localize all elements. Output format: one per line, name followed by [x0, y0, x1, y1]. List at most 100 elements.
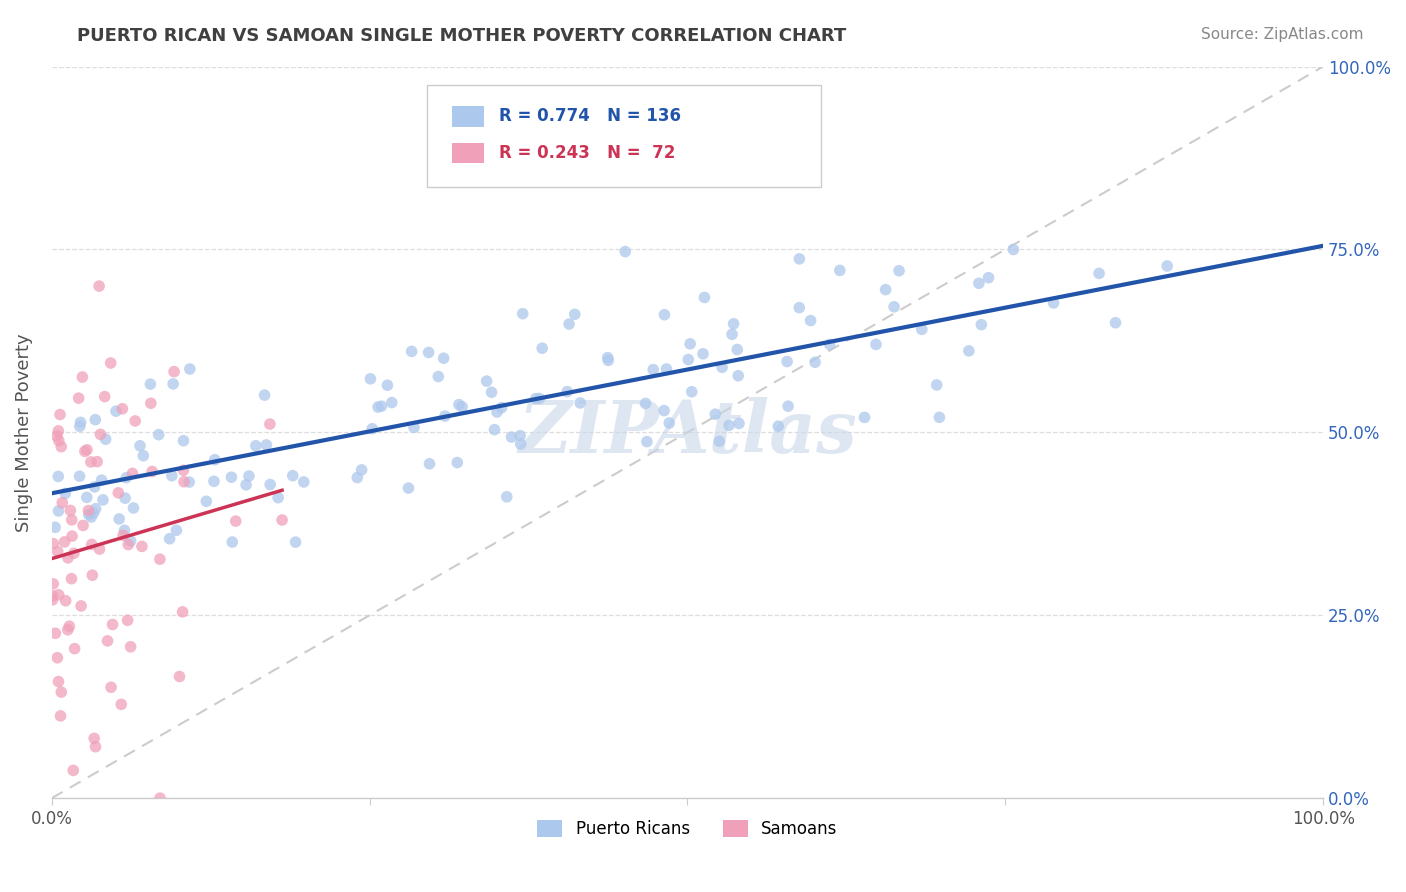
Point [70, 599, 93, 613]
Point [398, 481, 420, 495]
Point [83, 480, 105, 494]
Point [107, 485, 129, 500]
Point [49, 408, 72, 422]
Point [115, 471, 138, 485]
Point [51, 440, 73, 454]
Point [84, 501, 107, 516]
Point [475, 374, 498, 388]
Text: ZIPAtlas: ZIPAtlas [517, 397, 856, 468]
Point [62, 764, 84, 778]
Point [446, 456, 468, 470]
Point [48, 434, 70, 448]
Point [55, 593, 77, 607]
Point [124, 414, 146, 428]
Point [56, 623, 79, 637]
Point [555, 384, 578, 399]
Point [509, 428, 531, 442]
Point [433, 351, 456, 366]
Point [524, 392, 547, 406]
Point [160, 468, 183, 483]
Point [434, 409, 457, 423]
Point [711, 360, 734, 375]
Point [76, 491, 98, 505]
Point [727, 368, 749, 383]
Point [173, 434, 195, 448]
Point [131, 540, 153, 554]
Point [1088, 266, 1111, 280]
Point [709, 434, 731, 449]
Point [41, 593, 63, 607]
Point [120, 640, 142, 654]
Point [491, 401, 513, 415]
Point [284, 535, 307, 549]
Point [804, 355, 827, 369]
Point [53, 535, 76, 549]
Point [132, 449, 155, 463]
Point [569, 396, 592, 410]
Point [73, 444, 96, 458]
Point [51, 496, 73, 510]
Point [693, 290, 716, 304]
Point [1002, 243, 1025, 257]
FancyBboxPatch shape [453, 106, 484, 127]
Point [80, 537, 103, 551]
Point [60, 529, 83, 543]
Point [87, 279, 110, 293]
Point [58, 619, 80, 633]
Point [110, 698, 132, 712]
Point [129, 439, 152, 453]
Point [56, 550, 79, 565]
Point [112, 528, 135, 542]
Point [148, 427, 170, 442]
Point [76, 442, 98, 457]
Point [681, 384, 703, 399]
Point [654, 308, 676, 322]
Point [350, 463, 373, 477]
Point [69, 415, 91, 429]
Point [120, 533, 142, 548]
Point [169, 669, 191, 683]
Point [46, 650, 69, 665]
Point [63, 546, 86, 560]
Point [925, 378, 948, 392]
Point [80, 510, 103, 524]
Point [768, 419, 790, 434]
Point [96, 633, 118, 648]
Point [149, 552, 172, 566]
Point [1042, 296, 1064, 310]
Point [86, 455, 108, 469]
Point [271, 513, 294, 527]
Point [48, 424, 70, 438]
Y-axis label: Single Mother Poverty: Single Mother Poverty [15, 333, 32, 532]
Point [800, 313, 823, 327]
Point [292, 475, 315, 489]
Point [82, 506, 104, 520]
Point [117, 538, 139, 552]
Point [72, 518, 94, 533]
Text: Source: ZipAtlas.com: Source: ZipAtlas.com [1201, 27, 1364, 42]
Text: R = 0.243   N =  72: R = 0.243 N = 72 [499, 144, 676, 162]
Text: R = 0.774   N = 136: R = 0.774 N = 136 [499, 107, 682, 126]
Point [117, 613, 139, 627]
Point [451, 400, 474, 414]
Point [254, 438, 277, 452]
Point [173, 463, 195, 477]
Point [114, 523, 136, 537]
Point [717, 418, 740, 433]
Point [427, 369, 450, 384]
Point [564, 307, 586, 321]
Point [281, 468, 304, 483]
Point [652, 403, 675, 417]
Point [970, 318, 993, 332]
Point [1104, 316, 1126, 330]
Point [655, 362, 678, 376]
Point [69, 469, 91, 483]
Point [367, 400, 389, 414]
Point [643, 362, 665, 376]
Point [221, 470, 243, 484]
Point [911, 322, 934, 336]
Point [139, 396, 162, 410]
Point [91, 492, 114, 507]
Point [529, 392, 551, 406]
Point [195, 494, 218, 508]
